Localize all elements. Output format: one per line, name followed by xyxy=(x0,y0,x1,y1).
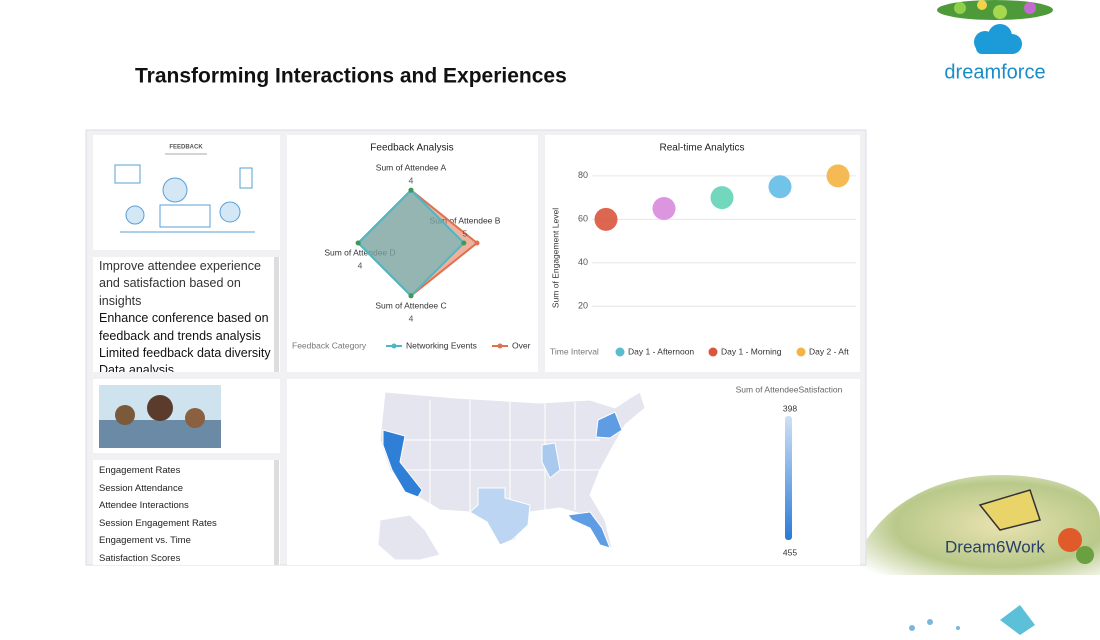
legend-title: Time Interval xyxy=(550,346,599,356)
value-label: 4 xyxy=(409,175,414,185)
logo: dreamforce xyxy=(937,0,1053,83)
legend-label: Over xyxy=(512,340,531,350)
metrics-list: Engagement Rates Session Attendance Attend… xyxy=(99,462,271,565)
color-bar xyxy=(785,416,792,540)
metric-item: Engagement Rates xyxy=(99,465,181,476)
insight-item: Limited feedback data diversity xyxy=(99,346,271,361)
legend-label: Day 1 - Afternoon xyxy=(628,346,694,356)
y-tick-label: 60 xyxy=(578,214,588,224)
metrics-panel xyxy=(93,460,280,565)
decoration xyxy=(909,605,1035,635)
badge-text: Dream6Work xyxy=(945,537,1045,556)
slide-title: Transforming Interactions and Experience… xyxy=(135,65,567,88)
insight-item: Data analysis xyxy=(99,363,175,372)
radar-point xyxy=(408,187,414,193)
legend-label: Day 1 - Morning xyxy=(721,346,782,356)
radar-point xyxy=(408,293,414,299)
us-map xyxy=(377,391,646,561)
value-label: 4 xyxy=(358,260,363,270)
metric-item: Engagement vs. Time xyxy=(99,535,191,546)
metric-item: Attendee Interactions xyxy=(99,500,189,511)
axis-label: Sum of Attendee C xyxy=(375,300,446,310)
scrollbar xyxy=(274,257,279,372)
image-label: FEEDBACK xyxy=(169,145,203,151)
metric-item: Session Engagement Rates xyxy=(99,517,217,529)
bubble xyxy=(594,207,618,231)
legend-label: Day 2 - Aft xyxy=(809,346,849,356)
legend-marker xyxy=(708,347,718,357)
radar-point xyxy=(461,240,467,246)
chart-title: Feedback Analysis xyxy=(370,143,453,154)
color-tick-label: 398 xyxy=(783,403,797,413)
legend-title: Feedback Category xyxy=(292,340,367,350)
axis-label: Sum of Attendee A xyxy=(376,162,447,172)
value-label: 4 xyxy=(409,313,414,323)
y-tick-label: 20 xyxy=(578,301,588,311)
metric-item: Session Attendance xyxy=(99,482,183,494)
feedback-illustration: FEEDBACK xyxy=(114,145,255,233)
radar-point xyxy=(355,240,361,246)
y-tick-label: 40 xyxy=(578,257,588,267)
badge: Dream6Work xyxy=(850,475,1100,575)
chart-title: Real-time Analytics xyxy=(659,143,744,154)
axis-label: Sum of Attendee B xyxy=(430,215,501,225)
insight-item: Improve attendee experience and satisfac… xyxy=(99,259,261,308)
bubble xyxy=(826,164,850,188)
bubble xyxy=(768,175,792,199)
radar-point xyxy=(474,240,480,246)
bubble xyxy=(652,196,676,220)
legend-marker xyxy=(391,343,397,349)
y-axis-label: Sum of Engagement Level xyxy=(550,208,560,308)
axis-label: Sum of Attendee D xyxy=(324,247,395,257)
value-label: 5 xyxy=(463,228,468,238)
insight-item: Enhance conference based on feedback and… xyxy=(99,311,269,343)
metric-item: Satisfaction Scores xyxy=(99,552,181,564)
scrollbar xyxy=(274,460,279,565)
y-tick-label: 80 xyxy=(578,170,588,180)
insights-list: Improve attendee experience and satisfac… xyxy=(99,258,271,372)
legend-marker xyxy=(497,343,503,349)
color-tick-label: 455 xyxy=(783,547,797,557)
legend-marker xyxy=(615,347,625,357)
legend-marker xyxy=(796,347,806,357)
event-photo xyxy=(99,385,221,448)
scatter-panel xyxy=(545,135,860,372)
bubble xyxy=(710,186,734,210)
legend-label: Networking Events xyxy=(406,340,477,350)
legend-title: Sum of AttendeeSatisfaction xyxy=(736,384,843,394)
text-panel xyxy=(93,257,280,372)
logo-text: dreamforce xyxy=(944,61,1045,83)
